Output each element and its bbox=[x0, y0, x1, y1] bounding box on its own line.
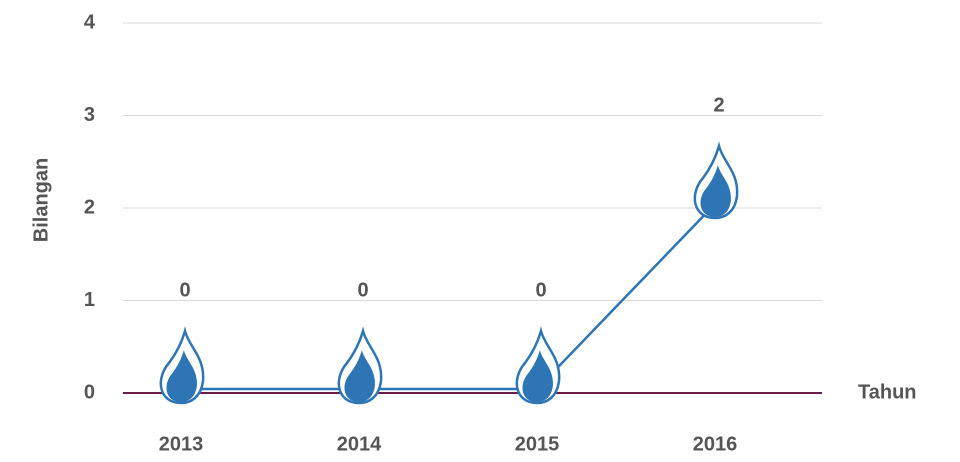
y-tick-label: 0 bbox=[84, 381, 95, 403]
data-line bbox=[181, 203, 716, 391]
flame-marker bbox=[515, 326, 561, 405]
data-label: 0 bbox=[179, 279, 190, 301]
flame-core bbox=[522, 350, 553, 402]
data-label: 0 bbox=[357, 279, 368, 301]
flame-core bbox=[700, 165, 731, 217]
y-tick-label: 1 bbox=[84, 289, 95, 311]
y-tick-label: 2 bbox=[84, 196, 95, 218]
flame-marker bbox=[337, 326, 383, 405]
flame-core bbox=[344, 350, 375, 402]
y-tick-label: 4 bbox=[84, 11, 96, 33]
flame-marker bbox=[693, 141, 739, 220]
x-tick-label: 2016 bbox=[693, 433, 738, 455]
data-label: 0 bbox=[535, 279, 546, 301]
x-tick-label: 2013 bbox=[159, 433, 204, 455]
data-label: 2 bbox=[713, 94, 724, 116]
x-tick-label: 2014 bbox=[337, 433, 382, 455]
x-axis-label: Tahun bbox=[858, 381, 917, 403]
flame-marker bbox=[159, 326, 205, 405]
y-tick-label: 3 bbox=[84, 104, 95, 126]
x-tick-label: 2015 bbox=[515, 433, 560, 455]
flame-core bbox=[166, 350, 197, 402]
y-axis-label: Bilangan bbox=[30, 158, 52, 242]
